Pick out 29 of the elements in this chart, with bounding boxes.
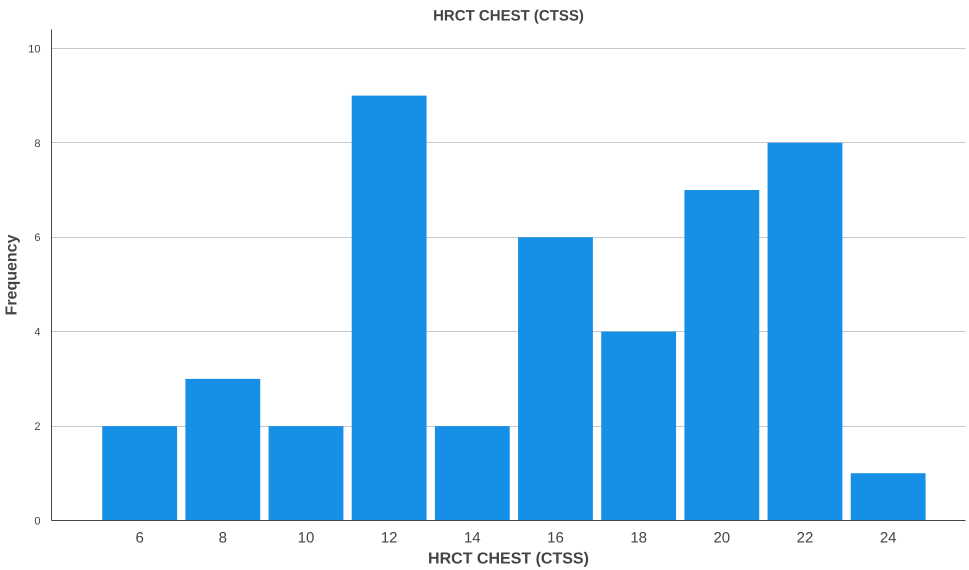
bar bbox=[268, 426, 344, 520]
y-tick-label: 6 bbox=[34, 232, 41, 244]
x-tick-label: 24 bbox=[880, 530, 896, 546]
y-tick-label: 0 bbox=[34, 516, 41, 528]
bar bbox=[768, 142, 842, 520]
bar bbox=[102, 426, 178, 520]
x-tick-label: 14 bbox=[464, 530, 481, 546]
x-tick-label: 18 bbox=[630, 530, 647, 546]
x-axis-title: HRCT CHEST (CTSS) bbox=[428, 550, 589, 568]
x-tick-label: 10 bbox=[298, 530, 314, 546]
chart-title: HRCT CHEST (CTSS) bbox=[433, 8, 584, 24]
bar bbox=[601, 332, 676, 520]
y-tick-label: 4 bbox=[34, 326, 41, 339]
bar bbox=[684, 190, 760, 520]
x-tick-label: 16 bbox=[547, 530, 564, 546]
y-tick-label: 2 bbox=[34, 421, 41, 434]
y-tick-label: 8 bbox=[34, 138, 41, 150]
bar bbox=[185, 378, 260, 520]
bar bbox=[518, 237, 593, 520]
x-tick-label: 22 bbox=[796, 530, 814, 546]
bar bbox=[352, 96, 427, 520]
x-tick-label: 20 bbox=[713, 530, 730, 546]
x-tick-label: 6 bbox=[135, 530, 144, 546]
bar bbox=[850, 473, 926, 520]
x-tick-label: 8 bbox=[218, 530, 227, 546]
x-tick-label: 12 bbox=[380, 530, 398, 546]
y-tick-label: 10 bbox=[28, 43, 41, 56]
y-axis-title: Frequency bbox=[3, 234, 20, 316]
bar bbox=[434, 426, 510, 520]
